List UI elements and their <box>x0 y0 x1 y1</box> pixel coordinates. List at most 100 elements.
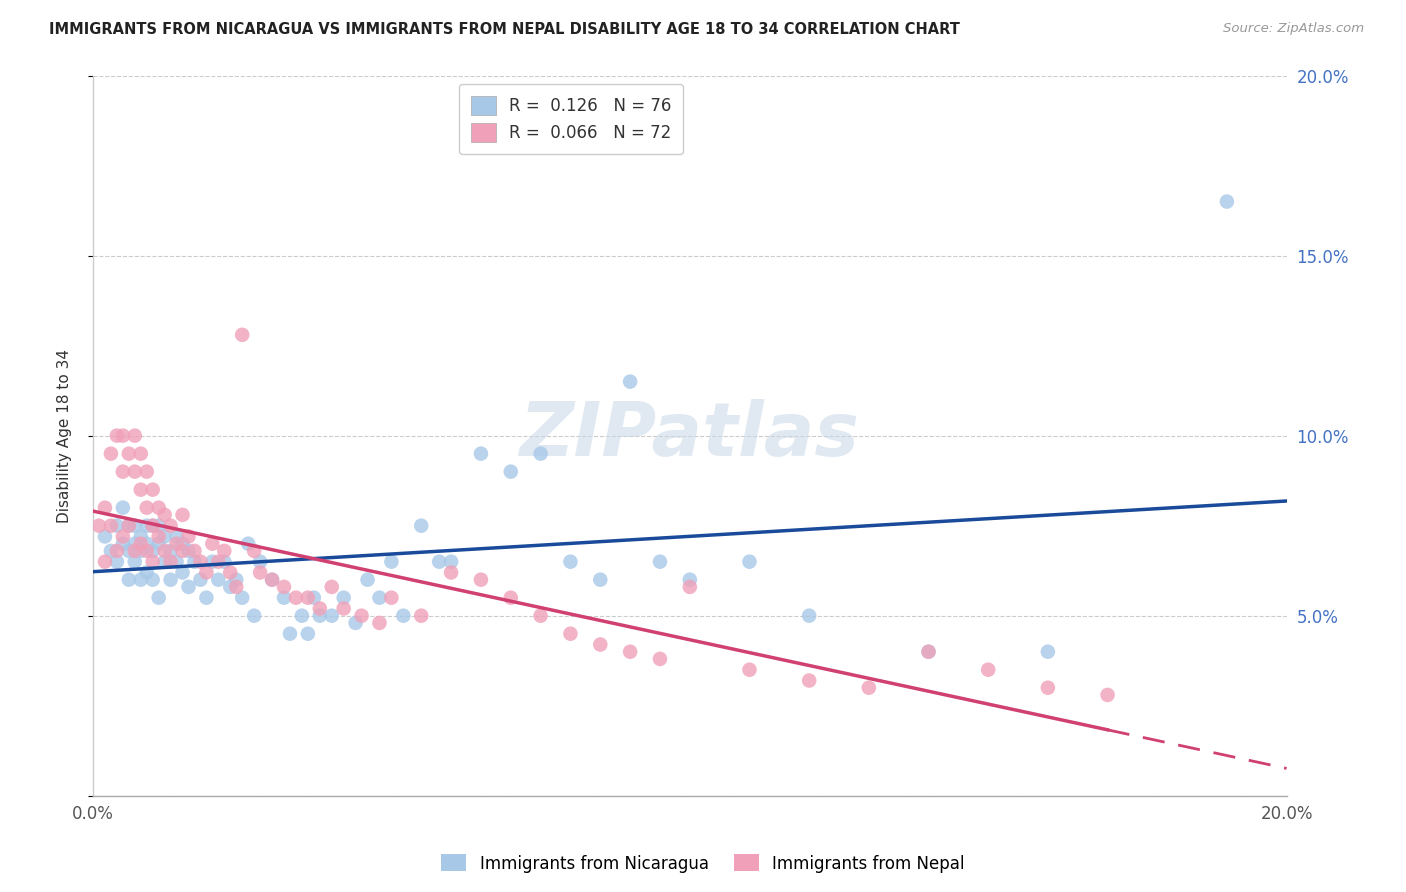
Point <box>124 544 146 558</box>
Point <box>118 544 141 558</box>
Point <box>124 518 146 533</box>
Point <box>470 573 492 587</box>
Point <box>648 652 671 666</box>
Point <box>177 580 200 594</box>
Point <box>214 544 236 558</box>
Point <box>166 529 188 543</box>
Point <box>917 645 939 659</box>
Point <box>201 555 224 569</box>
Point <box>308 608 330 623</box>
Point <box>219 580 242 594</box>
Point <box>648 555 671 569</box>
Point <box>135 544 157 558</box>
Point <box>225 580 247 594</box>
Point <box>177 529 200 543</box>
Point <box>917 645 939 659</box>
Point <box>356 573 378 587</box>
Point <box>297 626 319 640</box>
Point <box>118 447 141 461</box>
Point <box>172 508 194 522</box>
Point <box>111 428 134 442</box>
Point <box>166 537 188 551</box>
Point <box>249 566 271 580</box>
Point <box>619 375 641 389</box>
Point <box>153 508 176 522</box>
Point <box>148 518 170 533</box>
Point <box>142 555 165 569</box>
Point <box>260 573 283 587</box>
Point <box>380 591 402 605</box>
Point <box>142 518 165 533</box>
Point <box>219 566 242 580</box>
Point <box>148 500 170 515</box>
Point <box>499 591 522 605</box>
Point <box>243 544 266 558</box>
Point <box>679 580 702 594</box>
Point <box>332 591 354 605</box>
Point <box>411 608 433 623</box>
Point <box>172 566 194 580</box>
Point <box>159 573 181 587</box>
Text: Source: ZipAtlas.com: Source: ZipAtlas.com <box>1223 22 1364 36</box>
Point <box>166 555 188 569</box>
Point <box>344 615 367 630</box>
Point <box>87 518 110 533</box>
Point <box>679 573 702 587</box>
Point <box>94 555 117 569</box>
Point <box>530 608 553 623</box>
Point <box>499 465 522 479</box>
Point <box>135 518 157 533</box>
Point <box>135 537 157 551</box>
Point <box>135 566 157 580</box>
Point <box>195 566 218 580</box>
Legend: Immigrants from Nicaragua, Immigrants from Nepal: Immigrants from Nicaragua, Immigrants fr… <box>434 847 972 880</box>
Point <box>231 591 253 605</box>
Point <box>297 591 319 605</box>
Point <box>195 591 218 605</box>
Point <box>207 555 229 569</box>
Point <box>427 555 450 569</box>
Point <box>129 537 152 551</box>
Point <box>142 518 165 533</box>
Point <box>589 638 612 652</box>
Point <box>799 673 821 688</box>
Point <box>440 566 463 580</box>
Point <box>94 500 117 515</box>
Point <box>129 483 152 497</box>
Point <box>159 544 181 558</box>
Point <box>273 580 295 594</box>
Point <box>172 544 194 558</box>
Point <box>308 601 330 615</box>
Point <box>129 529 152 543</box>
Point <box>589 573 612 587</box>
Point <box>153 555 176 569</box>
Point <box>135 465 157 479</box>
Point <box>118 518 141 533</box>
Point <box>124 555 146 569</box>
Point <box>129 544 152 558</box>
Point <box>738 555 761 569</box>
Point <box>177 544 200 558</box>
Point <box>159 518 181 533</box>
Point <box>111 465 134 479</box>
Point <box>172 537 194 551</box>
Point <box>302 591 325 605</box>
Point <box>129 573 152 587</box>
Point <box>1036 645 1059 659</box>
Point <box>273 591 295 605</box>
Point <box>111 529 134 543</box>
Point <box>738 663 761 677</box>
Point <box>858 681 880 695</box>
Point <box>100 447 122 461</box>
Point <box>183 544 205 558</box>
Point <box>977 663 1000 677</box>
Point <box>560 626 582 640</box>
Point <box>142 483 165 497</box>
Point <box>238 537 260 551</box>
Text: IMMIGRANTS FROM NICARAGUA VS IMMIGRANTS FROM NEPAL DISABILITY AGE 18 TO 34 CORRE: IMMIGRANTS FROM NICARAGUA VS IMMIGRANTS … <box>49 22 960 37</box>
Point <box>278 626 301 640</box>
Point <box>560 555 582 569</box>
Point <box>111 500 134 515</box>
Point <box>124 537 146 551</box>
Point <box>124 428 146 442</box>
